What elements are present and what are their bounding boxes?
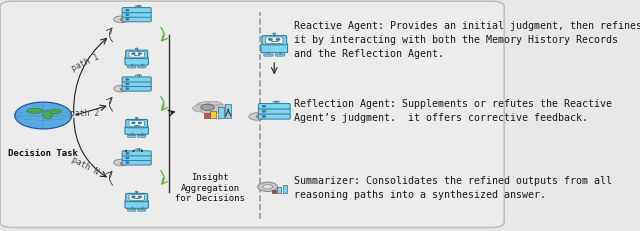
Circle shape xyxy=(114,85,128,92)
Circle shape xyxy=(126,83,129,85)
Text: ...: ... xyxy=(122,141,147,155)
FancyBboxPatch shape xyxy=(138,209,146,211)
FancyBboxPatch shape xyxy=(125,50,148,58)
Circle shape xyxy=(276,39,280,40)
FancyBboxPatch shape xyxy=(125,119,148,128)
FancyBboxPatch shape xyxy=(0,1,504,228)
Bar xyxy=(283,185,287,193)
Circle shape xyxy=(126,9,129,11)
Circle shape xyxy=(126,14,129,15)
Circle shape xyxy=(258,182,278,191)
Circle shape xyxy=(114,159,128,166)
Bar xyxy=(211,111,216,118)
FancyBboxPatch shape xyxy=(129,195,145,200)
Circle shape xyxy=(262,111,266,112)
Circle shape xyxy=(132,53,135,54)
FancyBboxPatch shape xyxy=(125,57,148,65)
Ellipse shape xyxy=(49,109,61,114)
FancyBboxPatch shape xyxy=(122,17,151,22)
FancyBboxPatch shape xyxy=(122,77,151,82)
Circle shape xyxy=(138,196,141,198)
Bar xyxy=(204,113,209,118)
Circle shape xyxy=(114,16,128,23)
Circle shape xyxy=(273,33,276,34)
Circle shape xyxy=(15,102,72,129)
FancyBboxPatch shape xyxy=(262,36,287,45)
FancyBboxPatch shape xyxy=(264,54,273,56)
Circle shape xyxy=(138,122,141,124)
Circle shape xyxy=(196,102,216,111)
Text: path 1: path 1 xyxy=(70,52,100,73)
Circle shape xyxy=(262,106,266,107)
FancyBboxPatch shape xyxy=(122,160,151,165)
FancyBboxPatch shape xyxy=(127,209,136,211)
Circle shape xyxy=(126,153,129,154)
Text: path 2: path 2 xyxy=(70,109,100,118)
FancyBboxPatch shape xyxy=(122,151,151,156)
Circle shape xyxy=(138,53,141,54)
Circle shape xyxy=(126,157,129,158)
Circle shape xyxy=(132,196,135,198)
Bar xyxy=(277,187,282,193)
FancyBboxPatch shape xyxy=(122,82,151,87)
Bar xyxy=(225,104,231,118)
FancyBboxPatch shape xyxy=(138,66,146,68)
Text: Insight
Aggregation
for Decisions: Insight Aggregation for Decisions xyxy=(175,173,245,203)
FancyBboxPatch shape xyxy=(127,135,136,137)
Ellipse shape xyxy=(27,108,43,113)
FancyBboxPatch shape xyxy=(122,8,151,13)
Text: Reactive Agent: Provides an initial judgment, then refines
it by interacting wit: Reactive Agent: Provides an initial judg… xyxy=(294,21,640,59)
FancyBboxPatch shape xyxy=(125,126,148,134)
Circle shape xyxy=(263,185,273,189)
Circle shape xyxy=(206,101,223,110)
Circle shape xyxy=(136,48,138,49)
Circle shape xyxy=(249,113,264,120)
FancyBboxPatch shape xyxy=(125,193,148,202)
Circle shape xyxy=(269,39,272,40)
Circle shape xyxy=(136,191,138,192)
Circle shape xyxy=(201,104,214,110)
Circle shape xyxy=(200,104,221,114)
Text: Reflection Agent: Supplements or refutes the Reactive
Agent’s judgment.  it offe: Reflection Agent: Supplements or refutes… xyxy=(294,99,612,123)
FancyBboxPatch shape xyxy=(129,121,145,126)
FancyBboxPatch shape xyxy=(261,44,287,53)
Circle shape xyxy=(193,105,207,112)
Bar xyxy=(271,190,276,193)
FancyBboxPatch shape xyxy=(259,114,290,119)
Circle shape xyxy=(212,104,227,112)
FancyBboxPatch shape xyxy=(138,135,146,137)
FancyBboxPatch shape xyxy=(127,66,136,68)
Text: Decision Task: Decision Task xyxy=(8,149,78,158)
FancyBboxPatch shape xyxy=(125,200,148,208)
Text: path N: path N xyxy=(70,155,100,177)
FancyBboxPatch shape xyxy=(122,86,151,91)
FancyBboxPatch shape xyxy=(129,52,145,57)
Circle shape xyxy=(136,117,138,119)
Circle shape xyxy=(132,122,135,124)
Circle shape xyxy=(126,79,129,80)
FancyBboxPatch shape xyxy=(259,109,290,114)
FancyBboxPatch shape xyxy=(259,103,290,109)
FancyBboxPatch shape xyxy=(122,12,151,17)
Circle shape xyxy=(126,19,129,20)
Bar xyxy=(218,107,224,118)
Text: Summarizer: Consolidates the refined outputs from all
reasoning paths into a syn: Summarizer: Consolidates the refined out… xyxy=(294,176,612,200)
FancyBboxPatch shape xyxy=(122,155,151,161)
Circle shape xyxy=(262,116,266,117)
Circle shape xyxy=(126,162,129,163)
FancyBboxPatch shape xyxy=(275,54,285,56)
Ellipse shape xyxy=(43,111,52,119)
Circle shape xyxy=(126,88,129,89)
FancyBboxPatch shape xyxy=(266,37,283,43)
